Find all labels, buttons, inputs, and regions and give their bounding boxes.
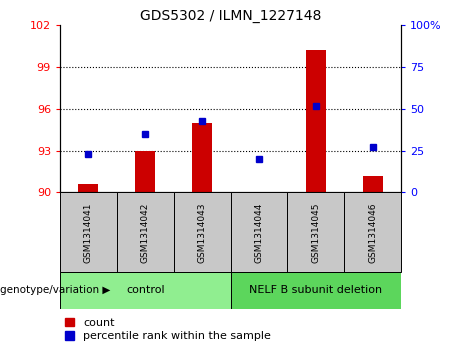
Legend: count, percentile rank within the sample: count, percentile rank within the sample <box>65 318 271 341</box>
Bar <box>174 192 230 272</box>
Bar <box>287 192 344 272</box>
Text: genotype/variation ▶: genotype/variation ▶ <box>0 285 110 295</box>
Text: GSM1314041: GSM1314041 <box>84 202 93 262</box>
Text: control: control <box>126 285 165 295</box>
Text: GSM1314044: GSM1314044 <box>254 202 263 262</box>
Bar <box>306 50 326 192</box>
Bar <box>60 192 117 272</box>
Bar <box>192 123 212 192</box>
Text: GSM1314045: GSM1314045 <box>311 202 320 262</box>
Bar <box>78 184 98 192</box>
Bar <box>60 272 230 309</box>
Bar <box>135 151 155 192</box>
Bar <box>230 192 287 272</box>
Bar <box>344 192 401 272</box>
Bar <box>230 272 401 309</box>
Text: GSM1314042: GSM1314042 <box>141 202 150 262</box>
Title: GDS5302 / ILMN_1227148: GDS5302 / ILMN_1227148 <box>140 9 321 23</box>
Text: GSM1314046: GSM1314046 <box>368 202 377 262</box>
Text: NELF B subunit deletion: NELF B subunit deletion <box>249 285 382 295</box>
Bar <box>117 192 174 272</box>
Bar <box>363 176 383 192</box>
Text: GSM1314043: GSM1314043 <box>198 202 207 262</box>
